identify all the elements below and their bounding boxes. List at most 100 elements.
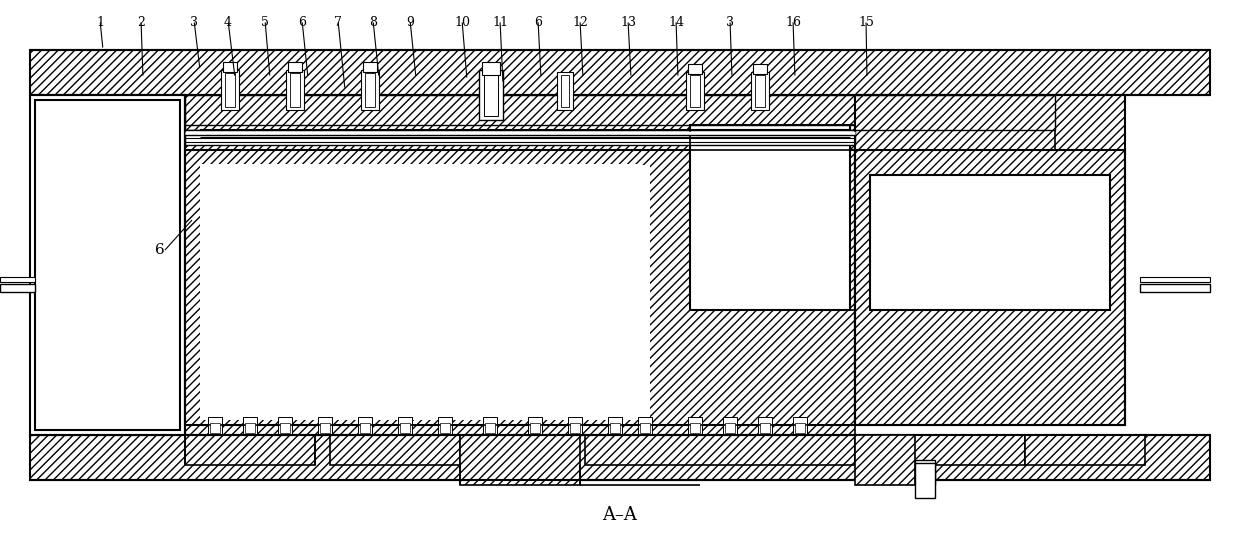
Bar [35,100,180,430]
Bar [485,423,495,433]
Bar [358,417,372,435]
Bar [185,150,856,425]
Text: A–A: A–A [603,506,637,524]
Bar [30,435,1210,480]
Bar [360,423,370,433]
Bar [856,95,1125,310]
Bar [639,417,652,435]
Bar [200,165,650,420]
Bar [570,423,580,433]
Bar [688,64,702,74]
Bar [686,72,704,110]
Bar [246,423,255,433]
Bar [221,70,239,110]
Bar [361,70,379,110]
Bar [0,284,35,292]
Bar [795,423,805,433]
Bar [479,70,503,120]
Bar [223,62,237,72]
Bar [288,62,303,72]
Bar [689,423,701,433]
Bar [484,74,498,116]
Bar [753,64,768,74]
Bar [1025,435,1145,465]
Bar [1140,277,1210,282]
Text: 5: 5 [262,16,269,29]
Bar [330,435,460,465]
Bar [401,423,410,433]
Bar [915,460,935,485]
Bar [1140,284,1210,292]
Text: 1: 1 [95,16,104,29]
Bar [440,423,450,433]
Bar [725,423,735,433]
Bar [557,72,573,110]
Bar [689,75,701,107]
Bar [30,50,1210,95]
Bar [320,423,330,433]
Bar [529,423,539,433]
Bar [224,73,236,107]
Text: 14: 14 [668,16,684,29]
Bar [484,417,497,435]
Bar [185,435,315,465]
Bar [758,417,773,435]
Bar [0,277,35,282]
Text: 4: 4 [224,16,232,29]
Text: 3: 3 [190,16,198,29]
Bar [185,130,856,145]
Bar [608,417,622,435]
Text: 10: 10 [454,16,470,29]
Bar [568,417,582,435]
Bar [640,423,650,433]
Bar [290,73,300,107]
Bar [856,150,1125,425]
Bar [760,423,770,433]
Bar [610,423,620,433]
Bar [185,95,1055,130]
Bar [278,417,291,435]
Bar [915,463,935,498]
Bar [688,417,702,435]
Text: 8: 8 [370,16,377,29]
Bar [243,417,257,435]
Text: 9: 9 [405,16,414,29]
Text: 2: 2 [138,16,145,29]
Bar [280,423,290,433]
Bar [723,417,737,435]
Text: 6: 6 [298,16,306,29]
Bar [365,73,374,107]
Text: 6: 6 [534,16,542,29]
Bar [460,435,580,485]
Bar [755,75,765,107]
Bar [200,164,640,412]
Bar [856,435,915,485]
Bar [560,75,569,107]
Bar [185,150,856,435]
Bar [856,435,1025,465]
Bar [185,95,1055,150]
Text: 15: 15 [858,16,874,29]
Bar [398,417,412,435]
Bar [30,95,185,435]
Text: 13: 13 [620,16,636,29]
Text: 11: 11 [492,16,508,29]
Bar [210,423,219,433]
Bar [794,417,807,435]
Bar [208,417,222,435]
Bar [751,72,769,110]
Bar [689,125,849,310]
Bar [870,175,1110,310]
Bar [363,62,377,72]
Bar [585,435,856,465]
Bar [317,417,332,435]
Text: 6: 6 [155,243,165,257]
Bar [482,62,500,75]
Text: 12: 12 [572,16,588,29]
Text: 16: 16 [785,16,801,29]
Bar [528,417,542,435]
Text: 3: 3 [725,16,734,29]
Bar [286,70,304,110]
Bar [438,417,453,435]
Text: 7: 7 [334,16,342,29]
